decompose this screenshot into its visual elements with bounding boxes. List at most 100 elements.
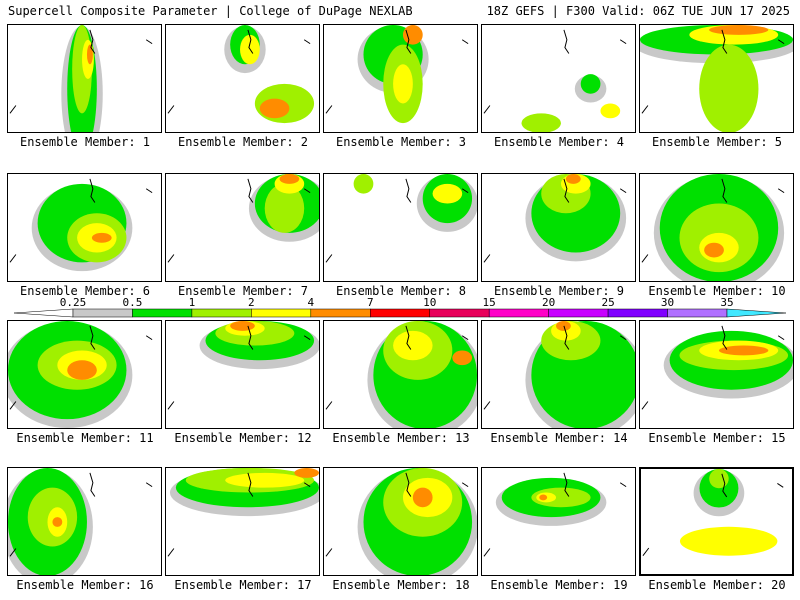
member-map-7[interactable] bbox=[165, 173, 320, 282]
member-map-12[interactable] bbox=[165, 320, 320, 429]
scp-contour bbox=[539, 494, 548, 501]
scp-contour bbox=[259, 98, 290, 119]
member-map-16[interactable] bbox=[7, 467, 162, 576]
legend-level-label: 4 bbox=[307, 296, 315, 309]
member-map-9[interactable] bbox=[481, 173, 636, 282]
member-map-1[interactable] bbox=[7, 24, 162, 133]
coastline bbox=[9, 178, 153, 263]
legend-level-label: 35 bbox=[720, 296, 734, 309]
coastline bbox=[9, 472, 153, 557]
coastline bbox=[167, 472, 311, 557]
member-label: Ensemble Member: 18 bbox=[332, 578, 470, 592]
scp-field bbox=[9, 178, 153, 272]
member-label: Ensemble Member: 6 bbox=[19, 284, 151, 298]
member-map-4[interactable] bbox=[481, 24, 636, 133]
legend-level-label: 0.5 bbox=[122, 296, 143, 309]
legend-level-label: 7 bbox=[366, 296, 374, 309]
legend-swatch bbox=[72, 308, 133, 318]
scp-contour bbox=[412, 487, 433, 508]
member-label: Ensemble Member: 3 bbox=[335, 135, 467, 149]
member-label: Ensemble Member: 10 bbox=[648, 284, 786, 298]
scp-contour bbox=[91, 232, 112, 243]
member-map-17[interactable] bbox=[165, 467, 320, 576]
member-label: Ensemble Member: 8 bbox=[335, 284, 467, 298]
scp-contour bbox=[230, 321, 255, 331]
member-map-5[interactable] bbox=[639, 24, 794, 133]
member-label: Ensemble Member: 17 bbox=[174, 578, 312, 592]
scp-field bbox=[167, 321, 319, 410]
scp-field bbox=[167, 468, 319, 557]
scp-field bbox=[8, 321, 153, 428]
member-label: Ensemble Member: 9 bbox=[493, 284, 625, 298]
scp-field bbox=[9, 25, 153, 132]
coastline bbox=[167, 325, 311, 410]
coastline bbox=[642, 473, 784, 556]
scp-contour bbox=[580, 74, 601, 94]
member-map-2[interactable] bbox=[165, 24, 320, 133]
scp-field bbox=[641, 174, 785, 281]
scp-field bbox=[642, 469, 784, 556]
member-map-6[interactable] bbox=[7, 173, 162, 282]
scp-contour bbox=[709, 469, 729, 489]
run-valid-time: 18Z GEFS | F300 Valid: 06Z TUE JUN 17 20… bbox=[486, 4, 790, 18]
coastline bbox=[641, 178, 785, 263]
coastline bbox=[167, 178, 311, 263]
scp-contour bbox=[556, 321, 571, 331]
scp-field bbox=[167, 174, 319, 263]
scp-contour bbox=[679, 526, 778, 556]
scp-field bbox=[483, 321, 635, 428]
scp-contour bbox=[565, 174, 581, 184]
scp-field bbox=[167, 25, 315, 124]
member-map-19[interactable] bbox=[481, 467, 636, 576]
member-label: Ensemble Member: 1 bbox=[19, 135, 151, 149]
scp-contour bbox=[432, 183, 463, 204]
legend-level-label: 0.25 bbox=[59, 296, 87, 309]
legend-swatch bbox=[667, 308, 728, 318]
scp-contour bbox=[264, 183, 305, 233]
coastline bbox=[483, 178, 627, 263]
member-label: Ensemble Member: 19 bbox=[490, 578, 628, 592]
scp-contour bbox=[86, 44, 93, 65]
legend-level-label: 30 bbox=[660, 296, 675, 309]
legend-level-label: 20 bbox=[542, 296, 556, 309]
member-map-15[interactable] bbox=[639, 320, 794, 429]
scp-contour bbox=[452, 350, 473, 366]
legend-swatch bbox=[191, 308, 252, 318]
scp-contour bbox=[600, 103, 621, 119]
legend-swatch bbox=[251, 308, 312, 318]
legend-swatch bbox=[132, 308, 193, 318]
legend-swatch bbox=[548, 308, 609, 318]
member-map-8[interactable] bbox=[323, 173, 478, 282]
legend-level-label: 1 bbox=[188, 296, 196, 309]
coastline bbox=[325, 178, 469, 263]
scp-contour bbox=[52, 517, 63, 527]
member-label: Ensemble Member: 12 bbox=[174, 431, 312, 445]
legend-level-label: 25 bbox=[601, 296, 615, 309]
member-label: Ensemble Member: 13 bbox=[332, 431, 470, 445]
legend-level-label: 10 bbox=[423, 296, 437, 309]
member-label: Ensemble Member: 11 bbox=[16, 431, 154, 445]
member-map-13[interactable] bbox=[323, 320, 478, 429]
member-label: Ensemble Member: 7 bbox=[177, 284, 309, 298]
scp-field bbox=[640, 25, 793, 132]
member-map-20[interactable] bbox=[639, 467, 794, 576]
member-map-18[interactable] bbox=[323, 467, 478, 576]
scp-contour bbox=[294, 468, 319, 478]
coastline bbox=[641, 325, 785, 410]
member-label: Ensemble Member: 20 bbox=[648, 578, 786, 592]
scp-field bbox=[483, 472, 627, 557]
scp-contour bbox=[402, 25, 423, 45]
member-label: Ensemble Member: 4 bbox=[493, 135, 625, 149]
scp-contour bbox=[521, 113, 561, 132]
member-map-10[interactable] bbox=[639, 173, 794, 282]
member-label: Ensemble Member: 16 bbox=[16, 578, 154, 592]
member-map-14[interactable] bbox=[481, 320, 636, 429]
coastline bbox=[325, 472, 469, 557]
scp-contour bbox=[699, 44, 759, 132]
member-map-11[interactable] bbox=[7, 320, 162, 429]
legend-level-label: 15 bbox=[482, 296, 496, 309]
coastline bbox=[9, 29, 153, 114]
legend-swatch bbox=[310, 308, 371, 318]
legend-swatch bbox=[370, 308, 430, 318]
member-map-3[interactable] bbox=[323, 24, 478, 133]
